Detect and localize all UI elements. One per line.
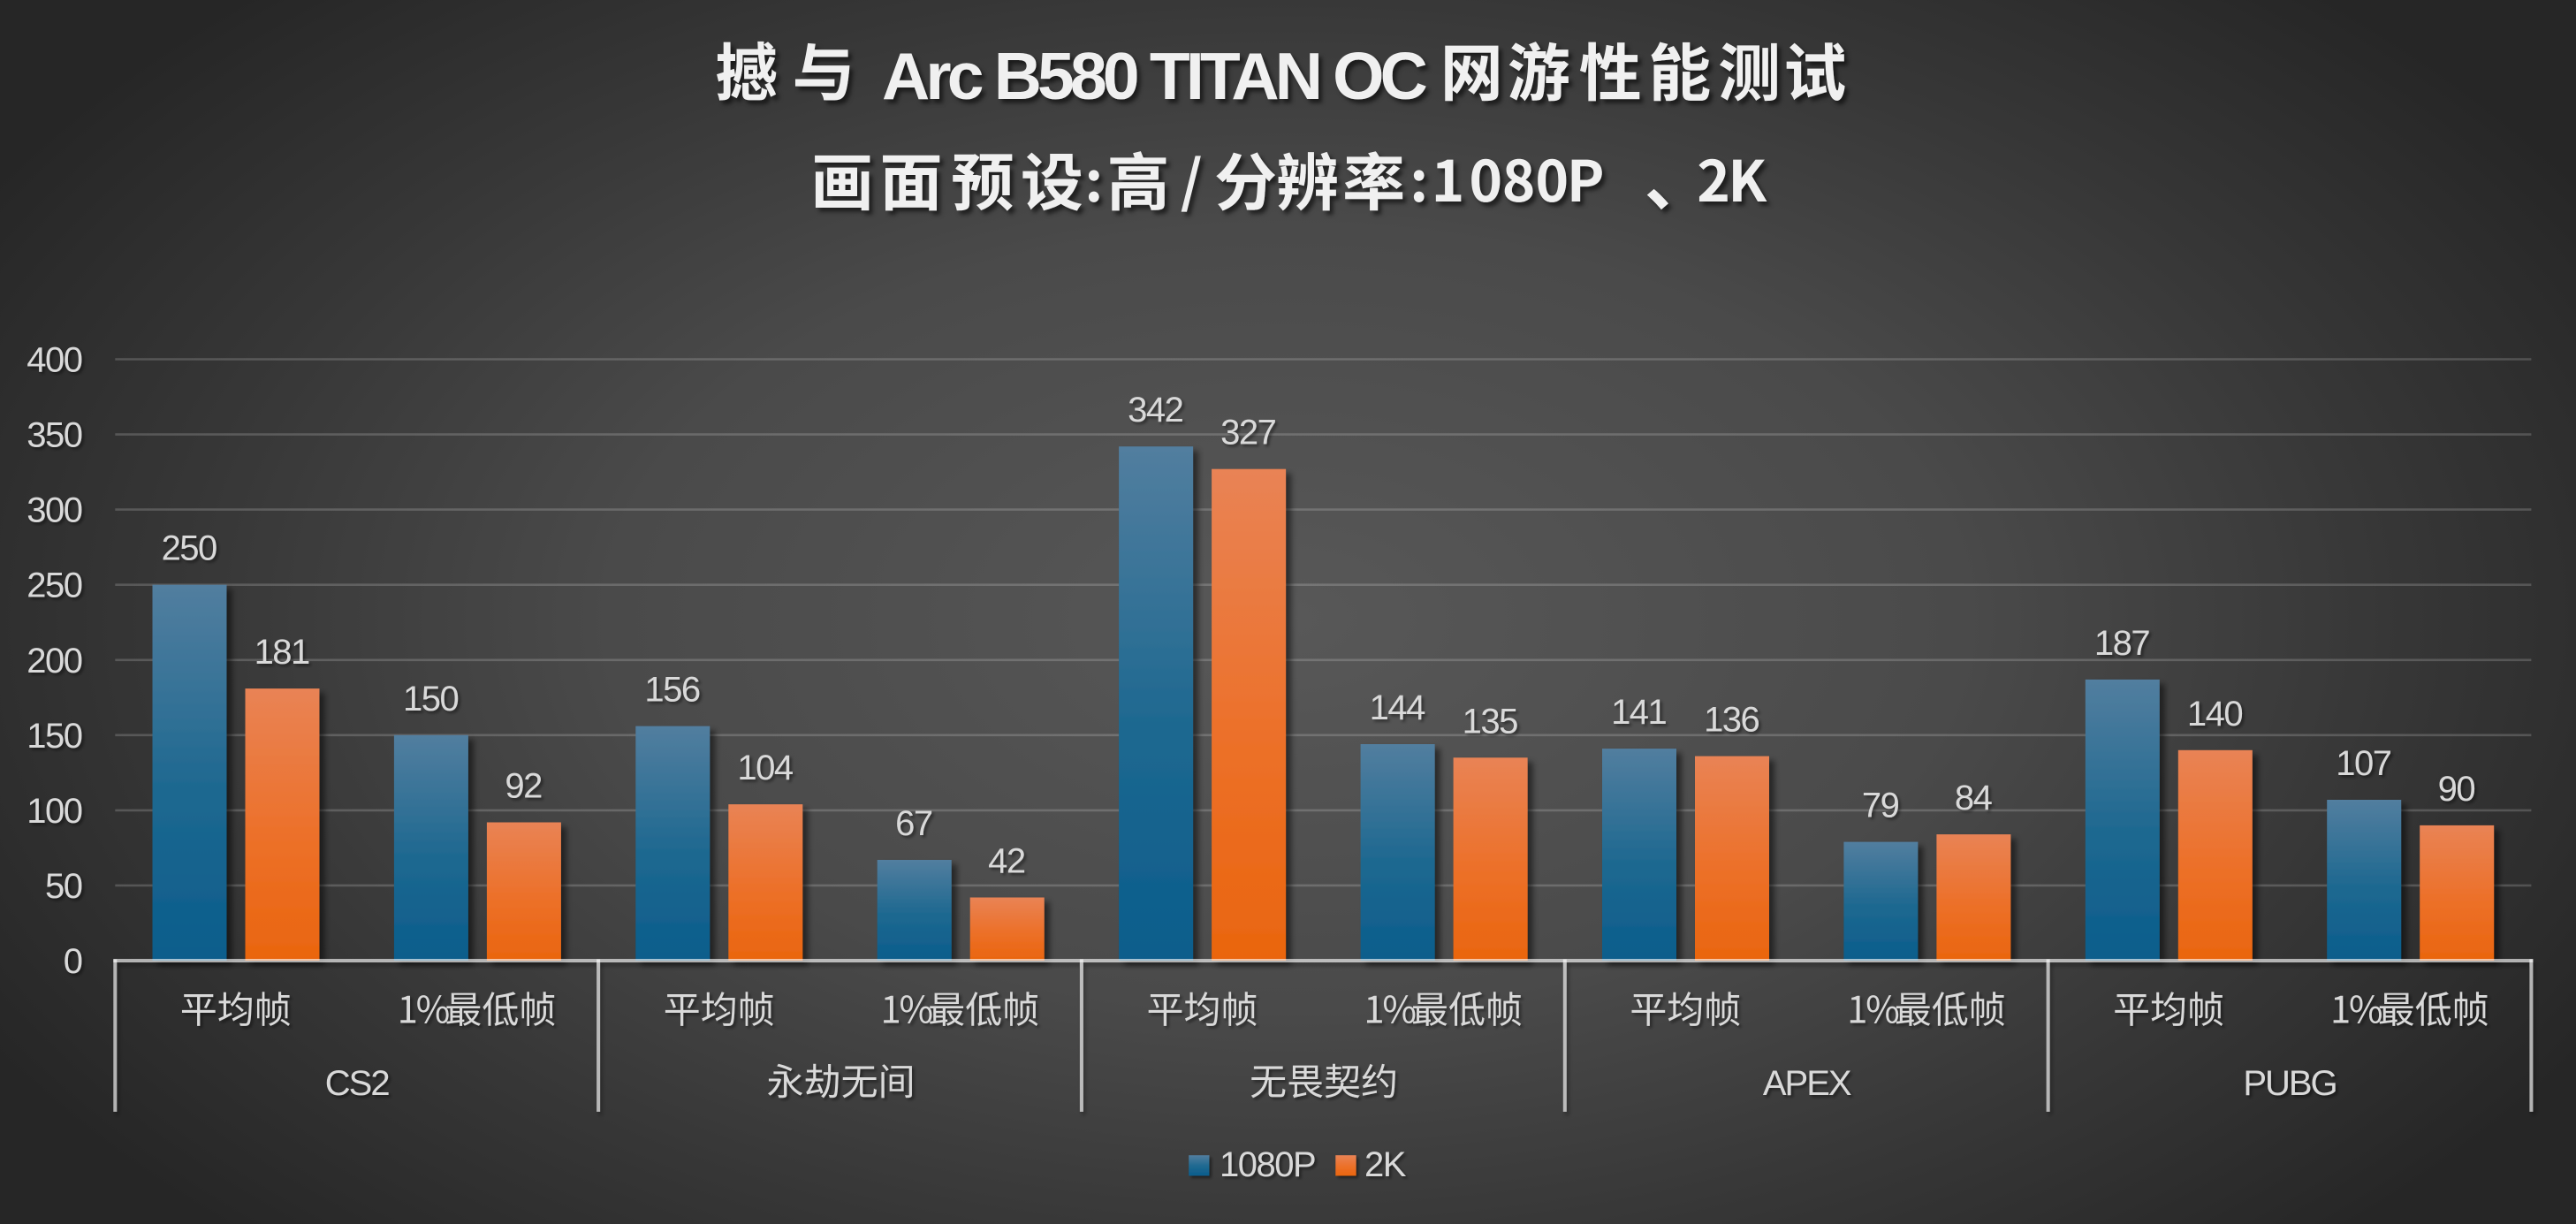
svg-text:350: 350 <box>27 416 81 455</box>
svg-text:181: 181 <box>255 633 309 672</box>
svg-text:92: 92 <box>505 767 542 806</box>
svg-text:156: 156 <box>644 671 699 710</box>
svg-text:42: 42 <box>988 842 1025 881</box>
svg-text:135: 135 <box>1463 702 1517 741</box>
svg-text:Arc B580 TITAN OC: Arc B580 TITAN OC <box>882 39 1427 113</box>
svg-text:140: 140 <box>2187 695 2242 734</box>
svg-text:342: 342 <box>1128 391 1182 430</box>
svg-text:CS2: CS2 <box>325 1064 390 1103</box>
svg-text:187: 187 <box>2094 624 2149 663</box>
svg-text:67: 67 <box>895 804 932 843</box>
svg-text:150: 150 <box>403 680 458 718</box>
svg-text:136: 136 <box>1704 701 1759 740</box>
svg-text:250: 250 <box>162 529 217 568</box>
svg-text:APEX: APEX <box>1763 1064 1851 1103</box>
svg-text:150: 150 <box>27 717 81 756</box>
svg-text:0: 0 <box>64 942 82 981</box>
svg-text:144: 144 <box>1370 688 1425 727</box>
svg-text:300: 300 <box>27 491 81 530</box>
svg-text:84: 84 <box>1955 779 1993 817</box>
svg-text:1080P: 1080P <box>1220 1145 1315 1184</box>
svg-text:200: 200 <box>27 642 81 680</box>
svg-text:PUBG: PUBG <box>2243 1064 2336 1103</box>
svg-text:2K: 2K <box>1364 1145 1407 1184</box>
svg-text:79: 79 <box>1862 787 1899 825</box>
svg-text:104: 104 <box>737 749 793 787</box>
svg-text:100: 100 <box>27 792 81 831</box>
svg-text:107: 107 <box>2336 744 2390 783</box>
svg-text:50: 50 <box>45 867 82 906</box>
svg-text:90: 90 <box>2438 770 2475 809</box>
svg-text:250: 250 <box>27 566 81 605</box>
svg-text:141: 141 <box>1611 693 1666 732</box>
svg-text:327: 327 <box>1220 414 1275 452</box>
svg-text:400: 400 <box>27 341 81 380</box>
